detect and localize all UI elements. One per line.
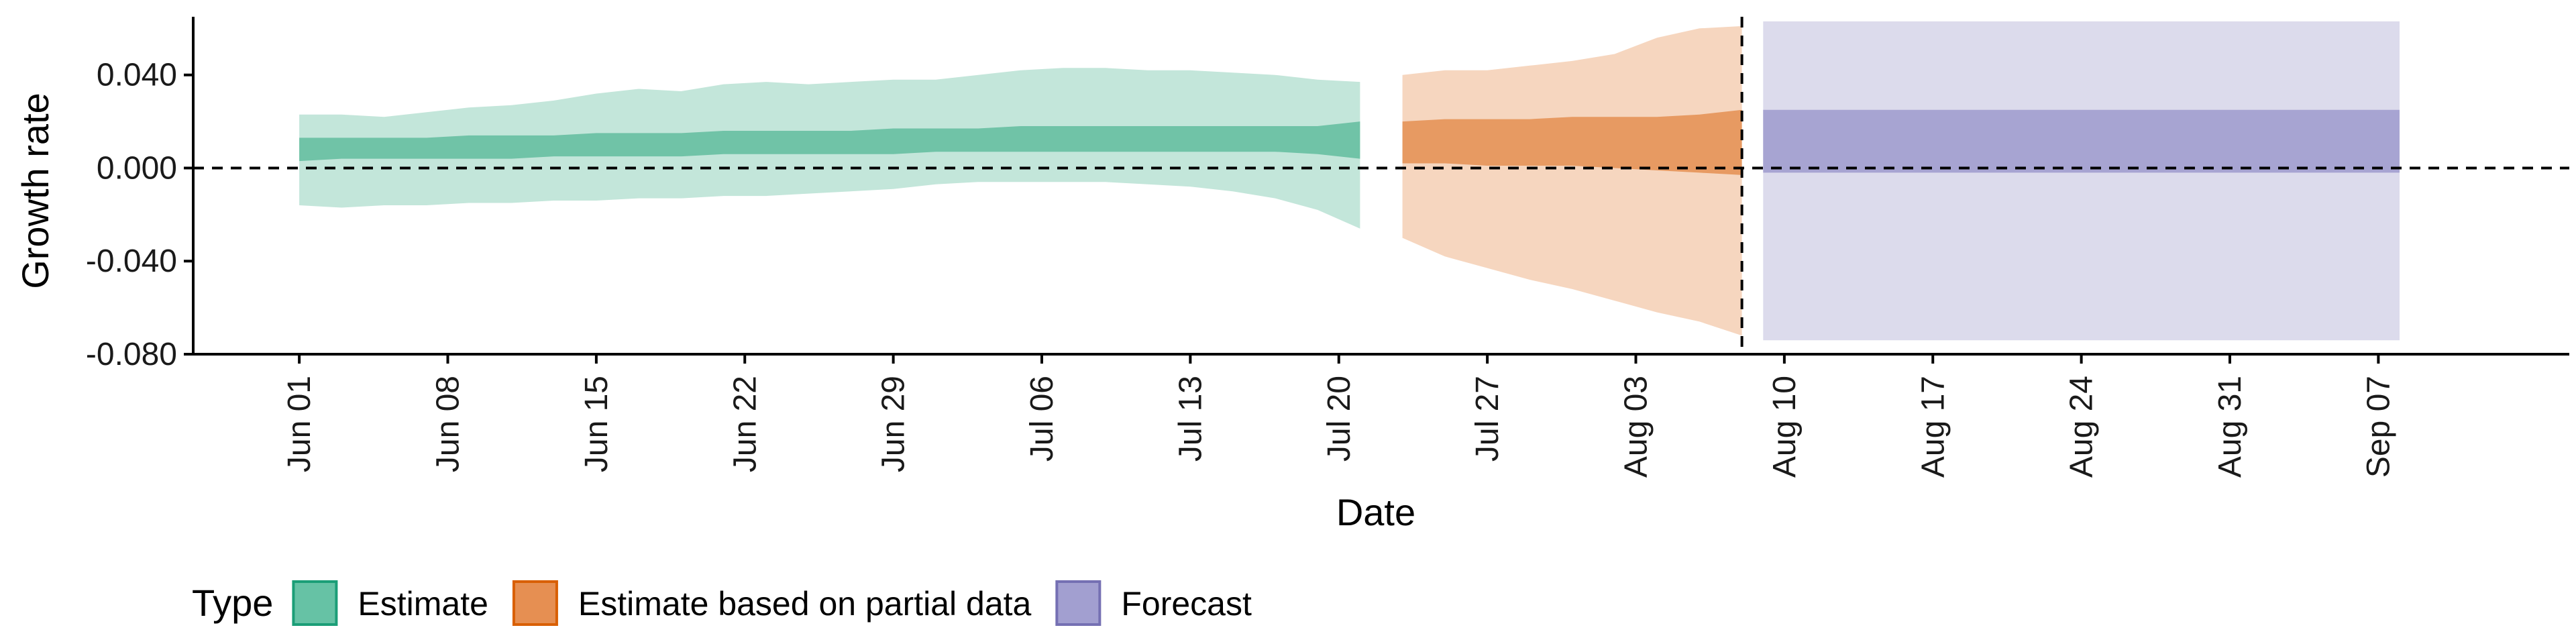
legend-item-estimate-based-on-partial-data: Estimate based on partial data — [512, 580, 1032, 626]
x-tick-label: Aug 10 — [1767, 376, 1803, 478]
x-tick-label: Aug 24 — [2064, 376, 2100, 478]
x-tick-label: Aug 17 — [1915, 376, 1951, 478]
legend-item-forecast: Forecast — [1055, 580, 1252, 626]
x-tick-label: Jul 06 — [1024, 376, 1060, 462]
legend-swatch — [1055, 580, 1102, 626]
series-forecast — [1763, 21, 2400, 341]
band-inner-forecast — [1763, 109, 2400, 173]
legend-label: Forecast — [1121, 585, 1252, 623]
x-tick-label: Jul 20 — [1322, 376, 1357, 462]
x-tick-label: Sep 07 — [2361, 376, 2396, 478]
band-outer-estimate-based-on-partial-data — [1402, 25, 1742, 336]
axes: -0.080 -0.040 0.000 0.040 Jun 01 Jun 08 Jun 15… — [14, 17, 2569, 533]
x-tick-label: Jun 01 — [282, 376, 317, 472]
y-tick-label: 0.040 — [97, 58, 177, 93]
y-tick-label: -0.040 — [86, 244, 177, 279]
legend-item-estimate: Estimate — [292, 580, 488, 626]
series-estimate — [299, 68, 1360, 229]
x-tick-label: Jul 27 — [1470, 376, 1505, 462]
x-tick-label: Jun 08 — [431, 376, 466, 472]
legend-swatch — [292, 580, 338, 626]
legend-swatch — [512, 580, 558, 626]
x-tick-label: Jun 15 — [579, 376, 614, 472]
x-tick-label: Jun 22 — [727, 376, 763, 472]
series-estimate-based-on-partial-data — [1402, 25, 1742, 336]
legend-label: Estimate — [358, 585, 488, 623]
y-tick-label: -0.080 — [86, 337, 177, 372]
x-tick-label: Jun 29 — [876, 376, 912, 472]
x-tick-label: Aug 31 — [2212, 376, 2248, 478]
bands-layer — [299, 21, 2400, 341]
x-tick-label: Jul 13 — [1173, 376, 1208, 462]
legend-title: Type — [192, 582, 273, 624]
x-axis-title: Date — [1336, 491, 1415, 533]
reference-lines — [193, 17, 2569, 354]
x-tick-label: Aug 03 — [1619, 376, 1654, 478]
band-inner-estimate — [299, 121, 1360, 162]
legend: Type Estimate Estimate based on partial da… — [192, 580, 1252, 626]
band-outer-forecast — [1763, 21, 2400, 341]
y-axis-title: Growth rate — [14, 93, 56, 289]
band-inner-estimate-based-on-partial-data — [1402, 109, 1742, 175]
y-tick-label: 0.000 — [97, 150, 177, 186]
legend-label: Estimate based on partial data — [578, 585, 1032, 623]
